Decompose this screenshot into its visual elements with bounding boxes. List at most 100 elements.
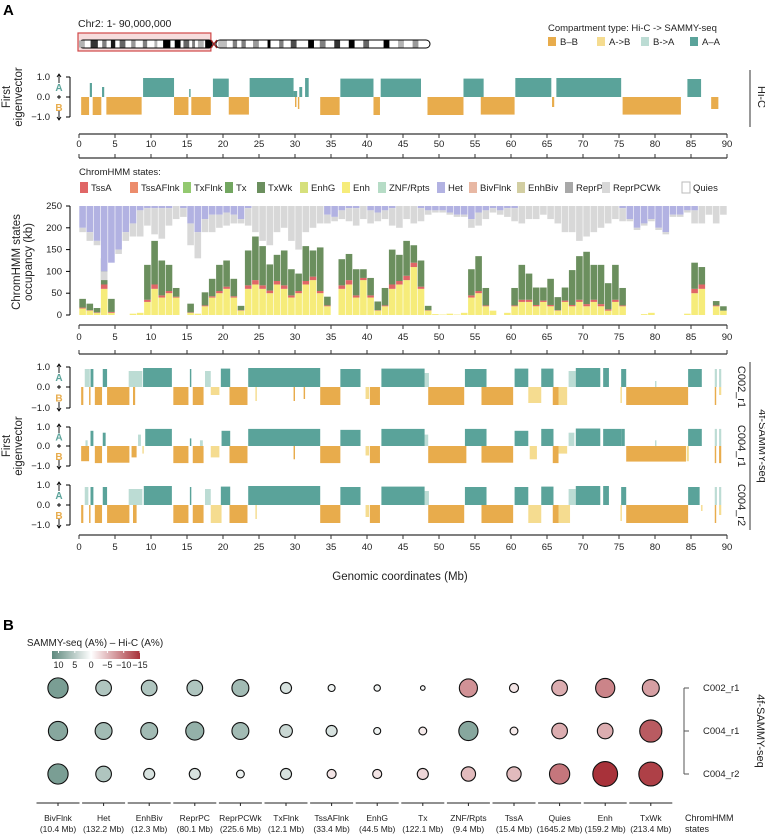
eigen-bar-AB <box>142 446 144 454</box>
chromosome-band <box>174 40 181 48</box>
bar-TssA <box>612 299 619 302</box>
chromosome-band <box>290 40 297 48</box>
bar-Enh <box>720 310 727 315</box>
eigen-bar-BB <box>133 387 136 405</box>
chromhmm-ylabel-1: ChromHMM states <box>11 214 23 310</box>
bar-TxWk <box>540 287 547 301</box>
xtick-label: 75 <box>614 332 625 343</box>
bar-ReprPCWk <box>518 206 526 224</box>
eigen-bar-AA <box>145 428 172 446</box>
bar-ReprPCWk <box>597 206 605 228</box>
bar-Het <box>633 206 641 228</box>
eigen-bar-AA <box>189 369 192 387</box>
bar-Het <box>165 206 173 209</box>
chromhmm-swatch <box>80 182 88 193</box>
bar-Enh <box>208 297 216 315</box>
bar-ReprPCWk <box>316 206 324 224</box>
state-name-label: ZNF/Rpts <box>450 813 486 823</box>
chromosome-band <box>334 40 341 48</box>
arrow-up-icon <box>56 363 62 373</box>
bar-ReprPCWk <box>352 208 360 226</box>
eigen-bar-AB <box>365 387 370 399</box>
bar-TxWk <box>468 269 475 296</box>
bar-TxWk <box>316 247 324 292</box>
bar-ReprPCWk <box>424 210 432 215</box>
bar-Het <box>100 206 108 272</box>
eigen-bar-BB <box>89 387 91 405</box>
bar-Enh <box>489 310 497 315</box>
eigen-bar-BB <box>229 387 248 405</box>
xtick-label: 50 <box>434 542 445 553</box>
eigen-bar-AA <box>90 369 94 387</box>
eigen-bar-AA <box>381 428 425 446</box>
compartment-a-label: A <box>55 83 62 94</box>
bar-ReprPCWk <box>374 212 382 222</box>
bar-ReprPCWk <box>655 227 662 230</box>
chromhmm-swatch <box>225 182 233 193</box>
arrow-up-icon <box>56 481 62 491</box>
dot-TxFlnk-C004_r2 <box>279 767 293 781</box>
eigen-bar-BB <box>320 97 340 115</box>
bar-ReprPCWk <box>273 206 281 233</box>
state-size-label: (15.4 Mb) <box>496 824 533 834</box>
eigen-bar-BB <box>229 505 248 523</box>
bar-ReprPCWk <box>698 206 706 224</box>
eigen-bar-AB <box>210 505 222 523</box>
dot-TssAFlnk-C004_r2 <box>326 768 337 780</box>
dot-BivFlnk-C004_r2 <box>47 763 69 785</box>
bar-Enh <box>648 312 655 315</box>
xtick-label: 5 <box>112 542 117 553</box>
eigen-bar-AA <box>189 89 191 97</box>
bar-TssA <box>252 280 259 285</box>
xtick-label: 75 <box>614 139 625 150</box>
colorbar-tick-label: −5 <box>102 660 112 670</box>
bar-Enh <box>144 301 151 315</box>
bar-TxWk <box>604 283 612 310</box>
compartment-b-label: B <box>55 103 62 114</box>
bar-TssA <box>532 304 540 307</box>
sammy-track-label: C004_r2 <box>735 484 747 526</box>
state-size-label: (122.1 Mb) <box>402 824 443 834</box>
bar-Het <box>352 206 360 209</box>
bar-TssA <box>482 305 490 307</box>
bar-ReprPCWk <box>669 214 677 217</box>
bar-TxWk <box>324 296 331 306</box>
bar-ReprPCWk <box>468 219 475 228</box>
bar-Enh <box>151 288 158 315</box>
bar-ReprPCWk <box>496 210 504 215</box>
bar-ReprPCWk <box>151 208 158 235</box>
eigen-bar-AB <box>210 446 220 458</box>
bar-Enh <box>93 312 101 315</box>
xtick-label: 35 <box>326 139 337 150</box>
bar-TssA <box>590 299 598 302</box>
bar-TssA <box>316 291 324 294</box>
chromhmm-legend-label: ReprPC <box>576 183 610 194</box>
bar-Het <box>194 206 202 233</box>
eigen-bar-BA <box>424 434 429 446</box>
bar-Enh <box>345 284 353 315</box>
xtick-label: 35 <box>326 332 337 343</box>
bar-ReprPCWk <box>360 206 367 220</box>
chromhmm-swatch <box>342 182 350 193</box>
compartment-b-label: B <box>55 511 62 522</box>
chromosome-band <box>183 40 190 48</box>
bar-Het <box>367 206 374 211</box>
bar-Enh <box>374 310 382 315</box>
ytick-label: 0.0 <box>37 382 50 393</box>
eigen-bar-BB <box>303 387 306 399</box>
bar-Het <box>129 206 137 224</box>
chromhmm-ylabel-2: occupancy (kb) <box>23 223 35 301</box>
bar-TssA <box>100 284 108 289</box>
compartment-b-label: B <box>55 394 62 405</box>
chromosome-band <box>398 40 404 48</box>
xtick-label: 80 <box>650 542 661 553</box>
eigen-bar-BB <box>293 446 295 460</box>
eigen-bar-BB <box>295 97 297 107</box>
bar-TxWk <box>237 305 245 311</box>
eigen-bar-AA <box>248 428 321 446</box>
eigen-bar-BB <box>192 387 204 405</box>
bar-ReprPCWk <box>216 214 223 228</box>
bar-ReprPCWk <box>158 208 166 239</box>
eigen-bar-BB <box>552 97 555 107</box>
chromosome-band <box>232 40 238 48</box>
